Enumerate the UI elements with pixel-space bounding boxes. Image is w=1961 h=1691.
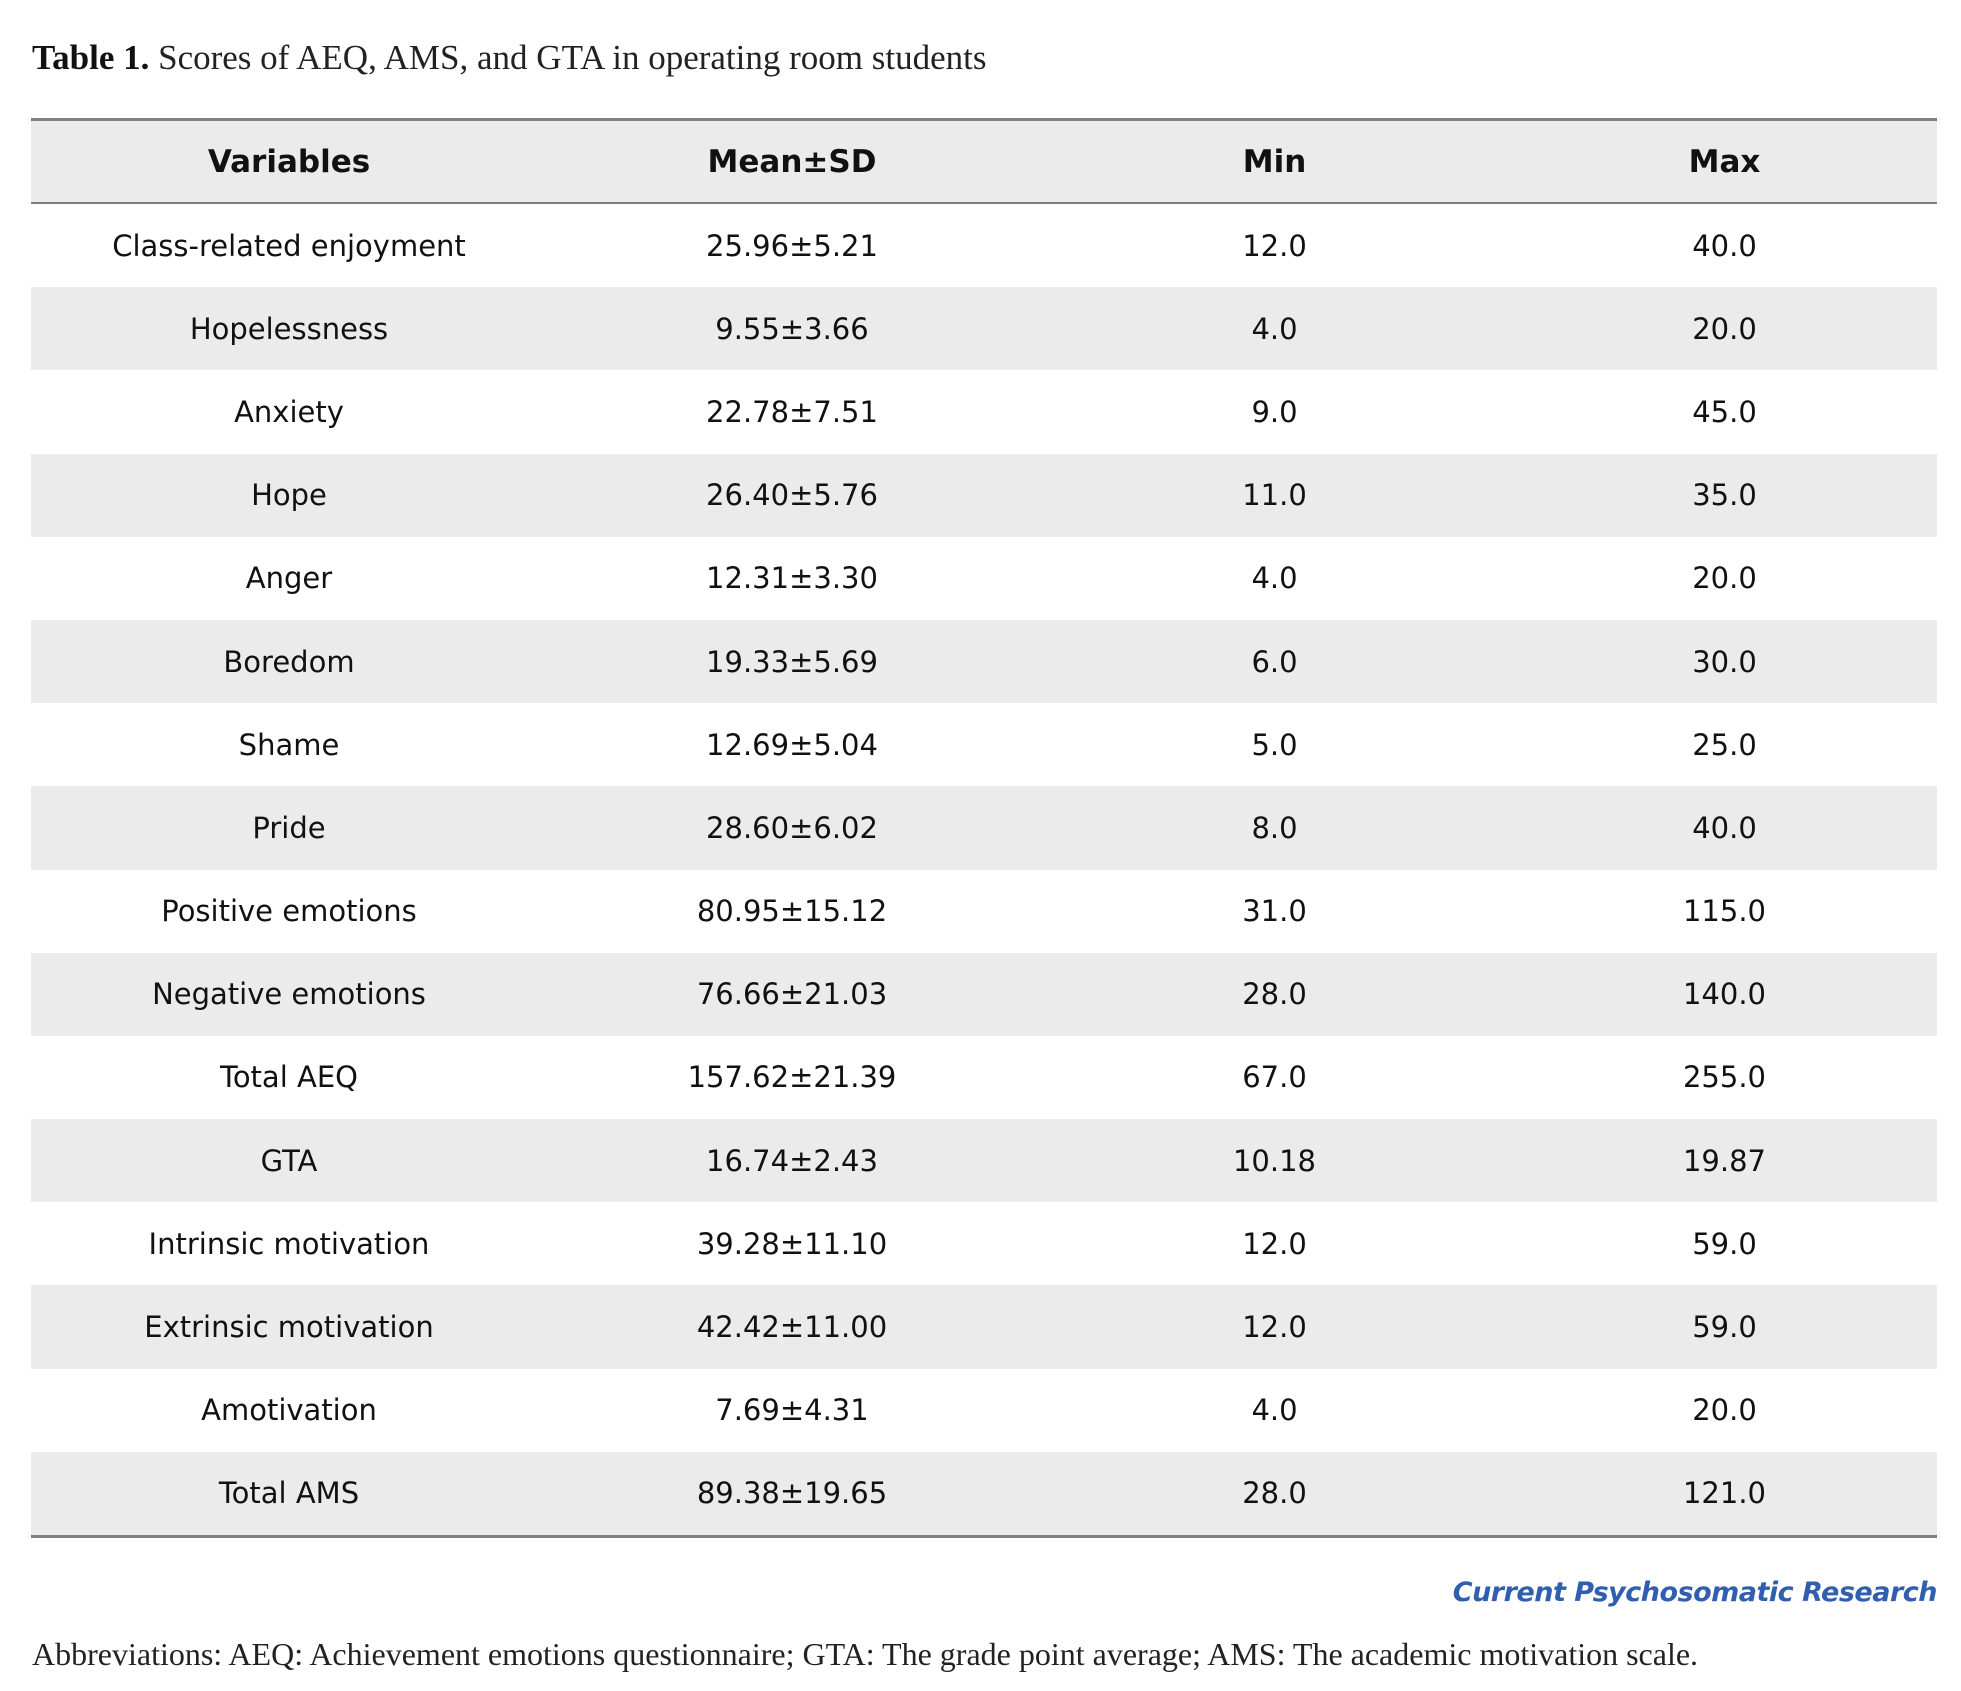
cell-max: 140.0 [1512,952,1937,1036]
cell-mean-sd: 26.40±5.76 [547,453,1037,537]
cell-mean-sd: 9.55±3.66 [547,287,1037,371]
cell-variable: Shame [238,727,340,762]
cell-mean-sd: 89.38±19.65 [547,1451,1037,1538]
cell-variable: Extrinsic motivation [31,1285,547,1369]
cell-max: 59.0 [1692,1226,1757,1261]
cell-mean-sd: 28.60±6.02 [547,786,1037,870]
cell-mean-sd: 7.69±4.31 [715,1393,869,1428]
cell-variable: Hopelessness [31,287,547,371]
cell-min: 10.18 [1037,1119,1512,1203]
cell-max: 20.0 [1512,287,1937,371]
table-row: Anxiety 22.78±7.51 9.0 45.0 [31,370,1937,453]
table-caption-label: Table 1. [32,38,150,77]
cell-max: 40.0 [1512,786,1937,870]
cell-max: 59.0 [1512,1285,1937,1369]
header-min: Min [1037,118,1512,204]
table-row: GTA 16.74±2.43 10.18 19.87 [31,1119,1937,1203]
cell-variable: Hope [31,453,547,537]
journal-logo: Current Psychosomatic Research [1452,1577,1938,1608]
cell-variable: Positive emotions [161,894,417,929]
cell-max: 255.0 [1682,1060,1767,1095]
cell-max: 45.0 [1692,394,1757,429]
cell-min: 6.0 [1037,619,1512,704]
table-row: Amotivation 7.69±4.31 4.0 20.0 [31,1369,1937,1452]
table-row: Extrinsic motivation 42.42±11.00 12.0 59… [31,1285,1937,1369]
cell-mean-sd: 22.78±7.51 [706,394,878,429]
header-variables: Variables [31,118,547,204]
cell-mean-sd: 80.95±15.12 [696,894,888,929]
cell-max: 35.0 [1512,453,1937,537]
table-row: Total AEQ 157.62±21.39 67.0 255.0 [31,1036,1937,1119]
abbreviations-footnote: Abbreviations: AEQ: Achievement emotions… [32,1636,1699,1672]
cell-min: 8.0 [1037,786,1512,870]
cell-max: 115.0 [1682,894,1767,929]
table-header-row: Variables Mean±SD Min Max [31,118,1937,204]
cell-variable: Intrinsic motivation [148,1226,430,1261]
table-row: Positive emotions 80.95±15.12 31.0 115.0 [31,870,1937,953]
cell-mean-sd: 42.42±11.00 [547,1285,1037,1369]
cell-mean-sd: 16.74±2.43 [547,1119,1037,1203]
table-row: Hopelessness 9.55±3.66 4.0 20.0 [31,287,1937,371]
cell-max: 30.0 [1512,619,1937,704]
cell-mean-sd: 25.96±5.21 [706,228,878,263]
cell-mean-sd: 39.28±11.10 [696,1226,888,1261]
table-row: Total AMS 89.38±19.65 28.0 121.0 [31,1451,1937,1538]
cell-min: 28.0 [1037,952,1512,1036]
cell-min: 12.0 [1242,228,1307,263]
cell-mean-sd: 19.33±5.69 [547,619,1037,704]
cell-min: 28.0 [1037,1451,1512,1538]
cell-mean-sd: 157.62±21.39 [687,1060,897,1095]
table-row: Class-related enjoyment 25.96±5.21 12.0 … [31,203,1937,287]
cell-variable: GTA [31,1119,547,1203]
cell-variable: Boredom [31,619,547,704]
scores-table: Variables Mean±SD Min Max Class-related … [31,118,1937,1538]
cell-max: 40.0 [1692,228,1757,263]
cell-variable: Negative emotions [31,952,547,1036]
cell-variable: Anxiety [234,394,344,429]
cell-min: 9.0 [1251,394,1298,429]
cell-min: 31.0 [1242,894,1307,929]
cell-variable: Class-related enjoyment [112,228,466,263]
table-row: Hope 26.40±5.76 11.0 35.0 [31,453,1937,537]
cell-min: 12.0 [1037,1285,1512,1369]
cell-mean-sd: 76.66±21.03 [547,952,1037,1036]
header-max: Max [1512,118,1937,204]
cell-min: 4.0 [1251,561,1298,596]
table-row: Anger 12.31±3.30 4.0 20.0 [31,537,1937,620]
cell-variable: Amotivation [201,1393,377,1428]
cell-min: 12.0 [1242,1226,1307,1261]
table-row: Pride 28.60±6.02 8.0 40.0 [31,786,1937,870]
cell-max: 20.0 [1692,561,1757,596]
table-row: Negative emotions 76.66±21.03 28.0 140.0 [31,952,1937,1036]
cell-mean-sd: 12.69±5.04 [706,727,878,762]
cell-variable: Total AMS [31,1451,547,1538]
table-row: Boredom 19.33±5.69 6.0 30.0 [31,619,1937,704]
cell-min: 11.0 [1037,453,1512,537]
cell-mean-sd: 12.31±3.30 [706,561,878,596]
cell-min: 5.0 [1251,727,1298,762]
cell-min: 4.0 [1037,287,1512,371]
cell-max: 121.0 [1512,1451,1937,1538]
cell-variable: Total AEQ [220,1060,358,1095]
cell-max: 25.0 [1692,727,1757,762]
cell-variable: Pride [31,786,547,870]
table-row: Intrinsic motivation 39.28±11.10 12.0 59… [31,1202,1937,1285]
cell-min: 4.0 [1251,1393,1298,1428]
table-row: Shame 12.69±5.04 5.0 25.0 [31,703,1937,786]
cell-min: 67.0 [1242,1060,1307,1095]
table-caption-text: Scores of AEQ, AMS, and GTA in operating… [158,38,987,77]
cell-max: 19.87 [1512,1119,1937,1203]
cell-max: 20.0 [1692,1393,1757,1428]
table-caption: Table 1. Scores of AEQ, AMS, and GTA in … [32,38,987,78]
header-mean-sd: Mean±SD [547,118,1037,204]
cell-variable: Anger [245,561,333,596]
